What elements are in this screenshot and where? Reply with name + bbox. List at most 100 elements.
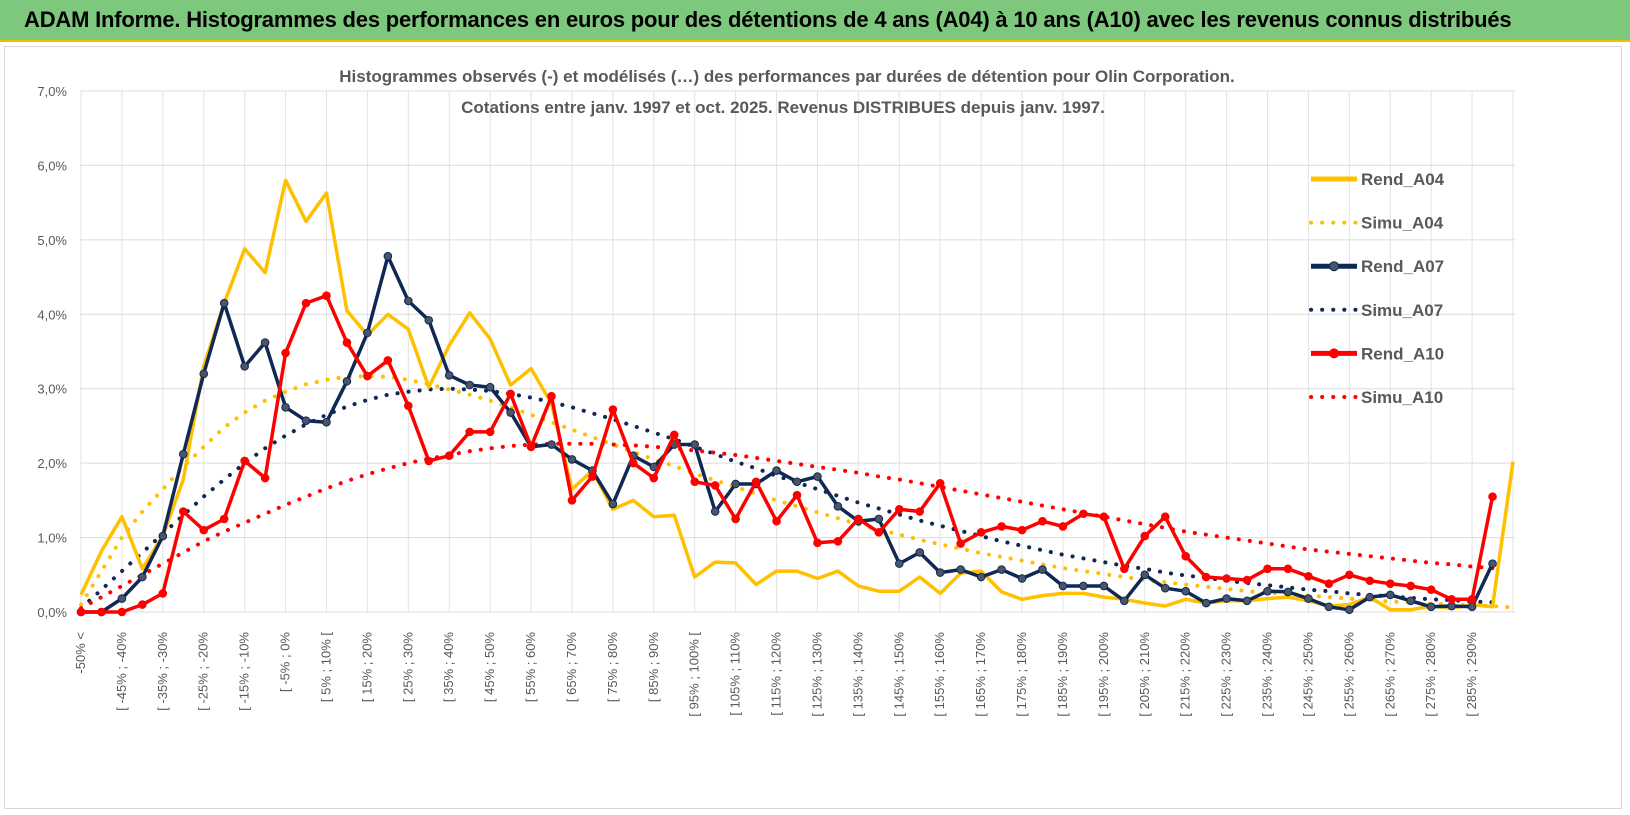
data-point (1283, 564, 1293, 574)
data-point (669, 430, 679, 440)
data-point (1242, 575, 1252, 585)
data-point (506, 389, 515, 399)
y-tick-label: 3,0% (37, 382, 67, 397)
x-tick-label: [ -45% ; -40% (114, 632, 129, 711)
data-point (1263, 586, 1272, 596)
data-point (1304, 594, 1313, 603)
data-point (1365, 592, 1375, 602)
series-line (81, 254, 1495, 614)
data-point (1058, 581, 1068, 591)
x-tick-label: [ 215% ; 220% (1178, 632, 1193, 717)
data-point (1385, 590, 1395, 600)
data-point (199, 369, 209, 379)
data-point (342, 338, 352, 347)
data-point (158, 531, 168, 541)
chart-subtitle: Cotations entre janv. 1997 et oct. 2025.… (461, 98, 1105, 117)
data-point (1017, 525, 1027, 535)
x-tick-label: [ 45% ; 50% (482, 632, 497, 703)
legend-label: Rend_A10 (1361, 344, 1444, 363)
data-point (1447, 595, 1456, 604)
data-point (690, 440, 700, 449)
data-point (363, 371, 372, 381)
data-point (1242, 596, 1252, 606)
data-point (1079, 581, 1088, 591)
data-point (1222, 594, 1231, 603)
x-tick-label: [ 135% ; 140% (850, 632, 865, 717)
data-point (1038, 516, 1047, 526)
x-tick-label: [ 5% ; 10% [ (318, 632, 333, 702)
data-point (588, 472, 597, 481)
data-point (219, 514, 229, 524)
x-tick-label: [ 265% ; 270% (1382, 632, 1397, 717)
y-tick-label: 4,0% (37, 307, 67, 322)
data-point (1426, 602, 1436, 612)
data-point (1283, 587, 1293, 597)
x-tick-label: [ 275% ; 280% (1423, 632, 1438, 717)
data-point (506, 408, 515, 417)
x-tick-label: [ 175% ; 180% (1014, 632, 1029, 717)
data-point (1140, 531, 1150, 541)
data-point (1058, 522, 1068, 531)
data-point (1140, 570, 1150, 580)
data-point (1201, 572, 1211, 582)
x-tick-label: -50% < (73, 632, 88, 674)
data-point (322, 291, 331, 300)
data-point (731, 479, 740, 489)
data-point (1160, 512, 1170, 522)
data-point (1160, 583, 1170, 593)
x-tick-label: [ 205% ; 210% (1137, 632, 1152, 717)
legend-item: Rend_A07 (1311, 257, 1444, 276)
x-tick-label: [ 195% ; 200% (1096, 632, 1111, 717)
data-point (444, 371, 454, 380)
data-point (219, 298, 229, 308)
x-tick-label: [ -35% ; -30% (155, 632, 170, 711)
data-point (383, 356, 393, 365)
x-tick-label: [ 155% ; 160% (932, 632, 947, 717)
data-point (1038, 565, 1047, 574)
data-point (1222, 574, 1231, 583)
data-point (772, 466, 781, 475)
data-point (1181, 551, 1190, 561)
series-line (79, 441, 1495, 611)
data-point (444, 451, 454, 461)
data-point (690, 477, 700, 487)
data-point (526, 442, 536, 452)
series-rend-a10 (76, 291, 1497, 617)
data-point (1426, 585, 1436, 594)
report-banner: ADAM Informe. Histogrammes des performan… (0, 0, 1630, 42)
data-point (485, 427, 495, 437)
data-point (138, 600, 147, 609)
y-tick-label: 0,0% (37, 605, 67, 620)
chart-title: Histogrammes observés (-) et modélisés (… (339, 67, 1235, 86)
x-tick-label: [ 55% ; 60% (523, 632, 538, 703)
data-point (97, 607, 106, 617)
data-point (404, 296, 413, 306)
data-point (404, 401, 413, 411)
data-point (281, 403, 290, 412)
data-point (1467, 602, 1477, 612)
legend-label: Rend_A07 (1361, 257, 1444, 276)
data-point (260, 473, 270, 483)
x-tick-label: [ 145% ; 150% (891, 632, 906, 717)
legend-item: Rend_A10 (1311, 344, 1444, 363)
data-point (956, 565, 965, 574)
x-tick-label: [ 15% ; 20% (359, 632, 374, 703)
data-point (813, 472, 822, 481)
data-point (117, 594, 127, 603)
data-point (1304, 571, 1313, 581)
data-point (833, 536, 843, 546)
data-point (649, 473, 659, 483)
data-point (1365, 576, 1375, 586)
data-point (997, 522, 1006, 531)
data-point (281, 348, 290, 358)
legend-label: Simu_A10 (1361, 388, 1443, 407)
series-rend-a07 (76, 251, 1497, 617)
data-point (956, 539, 965, 548)
series-rend-a04 (79, 178, 1515, 612)
data-point (547, 440, 556, 449)
data-point (1345, 570, 1354, 580)
x-tick-label: [ -5% ; 0% (278, 632, 293, 692)
data-point (1345, 605, 1354, 615)
data-point (1385, 579, 1395, 589)
data-point (178, 449, 188, 459)
